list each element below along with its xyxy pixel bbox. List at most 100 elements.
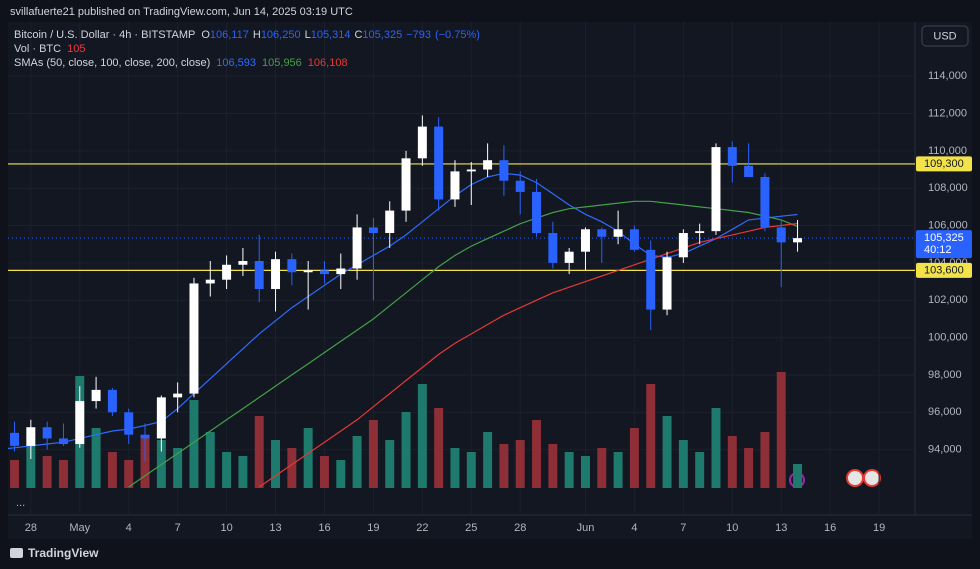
volume-bar [319,456,329,488]
volume-bar [662,416,672,488]
volume-bar [483,432,493,488]
volume-bar [42,456,52,488]
sma-line [128,200,798,488]
ohlc-value: 106,117 [210,29,249,41]
volume-bar [26,444,36,488]
volume-bar [564,452,574,488]
x-tick-label: 28 [25,522,37,534]
candle-body [107,389,117,413]
volume-bar [597,448,607,488]
x-tick-label: May [69,522,90,534]
price-tag-label: 105,325 [924,232,964,244]
volume-bar [287,448,297,488]
x-tick-label: 4 [631,522,637,534]
volume-title: Vol · BTC [14,43,61,55]
candle-body [417,126,427,159]
volume-last: 105 [67,43,85,55]
ohlc-key: C [354,29,362,41]
x-tick-label: 28 [514,522,526,534]
more[interactable]: ... [16,497,25,509]
candle-body [678,233,688,258]
candle-body [695,231,705,234]
volume-bar [532,420,542,488]
volume-bar [58,460,68,488]
event-icon[interactable] [846,469,864,487]
candle-body [434,126,444,200]
candle-body [91,389,101,402]
x-tick-label: 16 [318,522,330,534]
candle-body [727,147,737,166]
volume-bar [548,444,558,488]
volume-bar [173,448,183,488]
x-tick-label: 19 [873,522,885,534]
y-tick-label: 96,000 [928,406,962,418]
y-tick-label: 98,000 [928,369,962,381]
x-tick-label: 7 [175,522,181,534]
volume-bar [776,372,786,488]
candle-body [711,147,721,232]
candle-body [532,191,542,234]
candle-body [776,227,786,243]
sma-value: 106,593 [216,57,256,69]
candle-body [287,259,297,273]
change-pct: (−0.75%) [435,29,480,41]
volume-bar [352,436,362,488]
x-tick-label: 16 [824,522,836,534]
volume-bar [336,460,346,488]
candle-body [75,401,85,445]
x-tick-label: 22 [416,522,428,534]
volume-bar [222,452,232,488]
volume-bar [417,384,427,488]
volume-bar [434,408,444,488]
currency[interactable]: USD [933,30,956,42]
candle-body [629,229,639,250]
x-tick-label: 25 [465,522,477,534]
candle-body [303,270,313,273]
x-tick-label: 13 [269,522,281,534]
x-tick-label: 7 [680,522,686,534]
ohlc-value: 106,250 [261,29,301,41]
candle-body [10,432,20,446]
volume-bar [303,428,313,488]
y-tick-label: 108,000 [928,182,968,194]
change: −793 [406,29,431,41]
volume-bar [466,452,476,488]
volume-bar [744,448,754,488]
candle-body [793,238,803,243]
x-tick-label: 10 [220,522,232,534]
event-icon[interactable] [863,469,881,487]
legend-sma-line: SMAs (50, close, 100, close, 200, close)… [14,57,348,69]
candle-body [515,180,525,192]
volume-bar [727,436,737,488]
candle-body [401,158,411,211]
candle-body [613,229,623,237]
x-tick-label: 4 [126,522,132,534]
currency-box[interactable] [921,25,969,47]
y-tick-label: 114,000 [928,70,967,82]
volume-bar [499,444,509,488]
y-tick-label: 102,000 [928,294,968,306]
candle-body [744,165,754,177]
sma-value: 106,108 [308,57,348,69]
y-tick-label: 110,000 [928,145,967,157]
candle-body [368,227,378,234]
ohlc-value: 105,314 [311,29,351,41]
volume-bar [711,408,721,488]
volume-bar [695,452,705,488]
candle-body [336,268,346,275]
candle-body [271,259,281,290]
footer-logo [10,548,23,558]
volume-bar [401,412,411,488]
volume-bar [124,460,134,488]
candle-body [466,169,476,172]
volume-bar [254,416,264,488]
candle-body [646,249,656,310]
price-tag [916,230,972,259]
ohlc-key: L [305,29,311,41]
candle-body [662,257,672,310]
footer: TradingView [28,546,99,560]
sma-value: 105,956 [262,57,302,69]
volume-bar [678,440,688,488]
volume-bar [189,400,199,488]
volume-bar [515,440,525,488]
